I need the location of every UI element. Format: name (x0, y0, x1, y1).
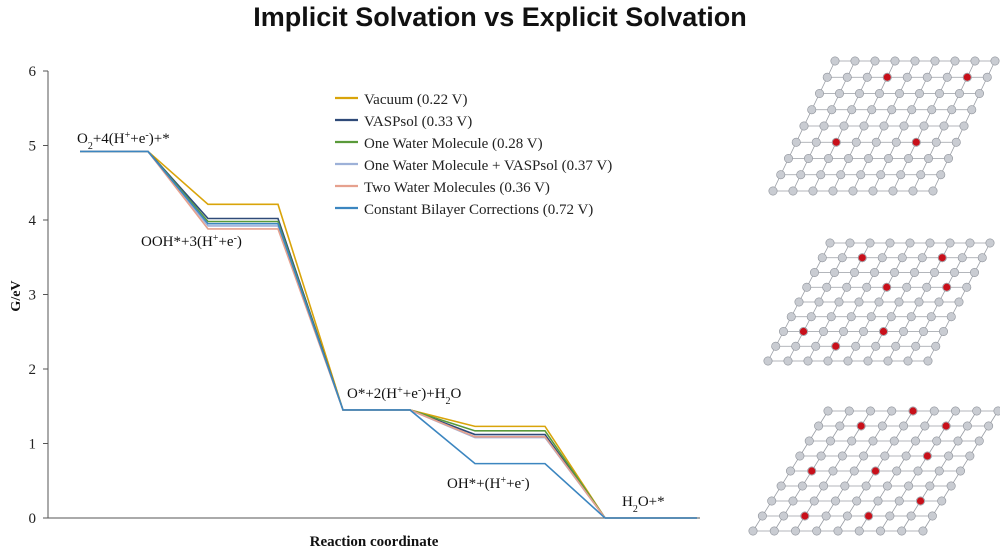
y-tick-label: 5 (29, 139, 37, 155)
y-tick-label: 4 (29, 213, 37, 229)
adsorbate-atom (801, 512, 809, 520)
adsorbate-atom (857, 422, 865, 430)
adsorbate-atom (832, 342, 840, 350)
legend-entry: One Water Molecule (0.28 V) (364, 136, 543, 152)
y-tick-label: 1 (29, 437, 37, 453)
slab-structure-1 (768, 56, 1000, 196)
adsorbate-atom (938, 254, 946, 262)
adsorbate-atom (832, 138, 840, 146)
legend-entry: VASPsol (0.33 V) (364, 114, 472, 130)
adsorbate-atom (963, 73, 971, 81)
adsorbate-atom (923, 452, 931, 460)
adsorbate-atom (865, 512, 873, 520)
step-label: OOH*+3(H++e-) (141, 233, 242, 251)
legend-entry: Constant Bilayer Corrections (0.72 V) (364, 202, 593, 218)
y-tick-label: 0 (29, 511, 37, 527)
adsorbate-atom (916, 497, 925, 505)
step-labels: O2+4(H++e-)+* OOH*+3(H++e-) O*+2(H++e-)+H2… (77, 130, 665, 515)
legend-entry: Two Water Molecules (0.36 V) (364, 180, 550, 196)
adsorbate-atom (883, 283, 891, 291)
step-label: O*+2(H++e-)+H2O (347, 385, 462, 407)
adsorbate-atom (808, 467, 816, 475)
adsorbate-atom (858, 254, 866, 262)
free-energy-chart: 0 1 2 3 4 5 6 G/eV Reaction coordinate Vacuum (0… (9, 64, 700, 550)
adsorbate-atom (883, 73, 891, 81)
y-axis-title: G/eV (9, 280, 24, 311)
adsorbate-atom (799, 327, 808, 336)
figure-title: Implicit Solvation vs Explicit Solvation (253, 2, 747, 32)
y-tick-label: 3 (29, 288, 37, 304)
chart-legend: Vacuum (0.22 V) VASPsol (0.33 V) One Water… (335, 92, 612, 218)
chart-series-lines (80, 150, 697, 519)
step-label: O2+4(H++e-)+* (77, 130, 170, 152)
slab-structure-2 (763, 238, 995, 366)
x-axis-title: Reaction coordinate (310, 534, 439, 550)
slab-structures-panel (748, 56, 1000, 536)
legend-entry: Vacuum (0.22 V) (364, 92, 467, 108)
chart-axes: 0 1 2 3 4 5 6 G/eV Reaction coordinate (9, 64, 700, 550)
adsorbate-atom (943, 283, 951, 291)
step-label: OH*+(H++e-) (447, 475, 530, 493)
adsorbate-atom (909, 407, 917, 415)
adsorbate-atom (871, 467, 880, 475)
series-line-5 (80, 150, 697, 519)
adsorbate-atom (879, 327, 888, 336)
adsorbate-atom (912, 138, 920, 146)
y-tick-label: 6 (29, 64, 37, 80)
step-label: H2O+* (622, 494, 665, 515)
y-tick-label: 2 (29, 362, 37, 378)
adsorbate-atom (942, 422, 950, 430)
slab-structure-3 (748, 406, 1000, 536)
legend-entry: One Water Molecule + VASPsol (0.37 V) (364, 158, 612, 174)
